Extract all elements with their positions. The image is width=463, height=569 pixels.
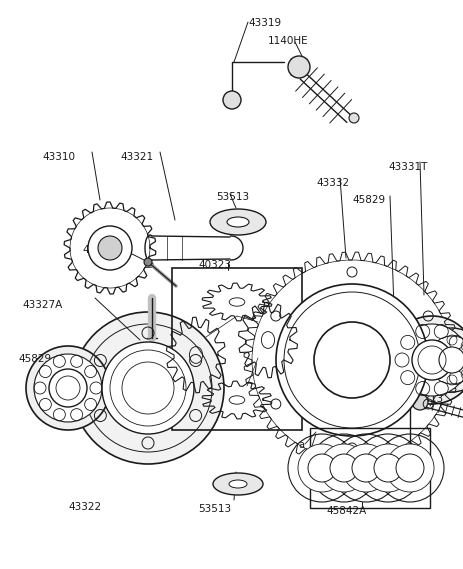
- Text: 53513: 53513: [216, 192, 249, 202]
- Text: 1140HE: 1140HE: [268, 36, 308, 46]
- Text: 43310: 43310: [42, 152, 75, 162]
- Text: 45829: 45829: [351, 195, 384, 205]
- Text: a: a: [367, 472, 373, 482]
- Text: 43321: 43321: [120, 152, 153, 162]
- Text: 43332: 43332: [315, 178, 348, 188]
- Circle shape: [88, 226, 131, 270]
- Circle shape: [385, 444, 433, 492]
- Circle shape: [411, 394, 427, 410]
- Text: 43319: 43319: [247, 18, 281, 28]
- Circle shape: [329, 454, 357, 482]
- Circle shape: [395, 324, 463, 396]
- Text: 45829: 45829: [18, 354, 51, 364]
- Circle shape: [307, 454, 335, 482]
- Circle shape: [98, 236, 122, 260]
- Circle shape: [341, 444, 389, 492]
- Text: a: a: [411, 482, 417, 492]
- Circle shape: [288, 56, 309, 78]
- Text: a: a: [389, 480, 395, 490]
- Circle shape: [351, 454, 379, 482]
- Circle shape: [102, 342, 194, 434]
- Text: a: a: [297, 440, 303, 450]
- Circle shape: [363, 444, 411, 492]
- Text: 43327A: 43327A: [22, 300, 62, 310]
- Ellipse shape: [229, 480, 246, 488]
- Circle shape: [275, 284, 427, 436]
- Text: 45842A: 45842A: [325, 506, 365, 516]
- Circle shape: [411, 340, 451, 380]
- Circle shape: [427, 336, 463, 384]
- Text: 43322: 43322: [68, 502, 101, 512]
- Text: 43331T: 43331T: [387, 162, 426, 172]
- Circle shape: [144, 258, 152, 266]
- Circle shape: [313, 322, 389, 398]
- Text: a: a: [347, 462, 353, 472]
- Text: 40323: 40323: [198, 260, 231, 270]
- Circle shape: [419, 328, 463, 392]
- Text: 43213: 43213: [409, 394, 442, 404]
- Text: a: a: [324, 476, 330, 486]
- Circle shape: [387, 316, 463, 404]
- Text: 43328: 43328: [82, 245, 115, 255]
- Circle shape: [348, 113, 358, 123]
- Circle shape: [49, 369, 87, 407]
- Ellipse shape: [226, 217, 249, 227]
- Circle shape: [395, 454, 423, 482]
- Circle shape: [373, 454, 401, 482]
- Circle shape: [319, 444, 367, 492]
- Text: a: a: [307, 444, 313, 454]
- Circle shape: [26, 346, 110, 430]
- Ellipse shape: [213, 473, 263, 495]
- Ellipse shape: [210, 209, 265, 235]
- Circle shape: [438, 347, 463, 373]
- Circle shape: [297, 444, 345, 492]
- Circle shape: [223, 91, 240, 109]
- Circle shape: [34, 354, 102, 422]
- Circle shape: [72, 312, 224, 464]
- Text: 53513: 53513: [198, 504, 231, 514]
